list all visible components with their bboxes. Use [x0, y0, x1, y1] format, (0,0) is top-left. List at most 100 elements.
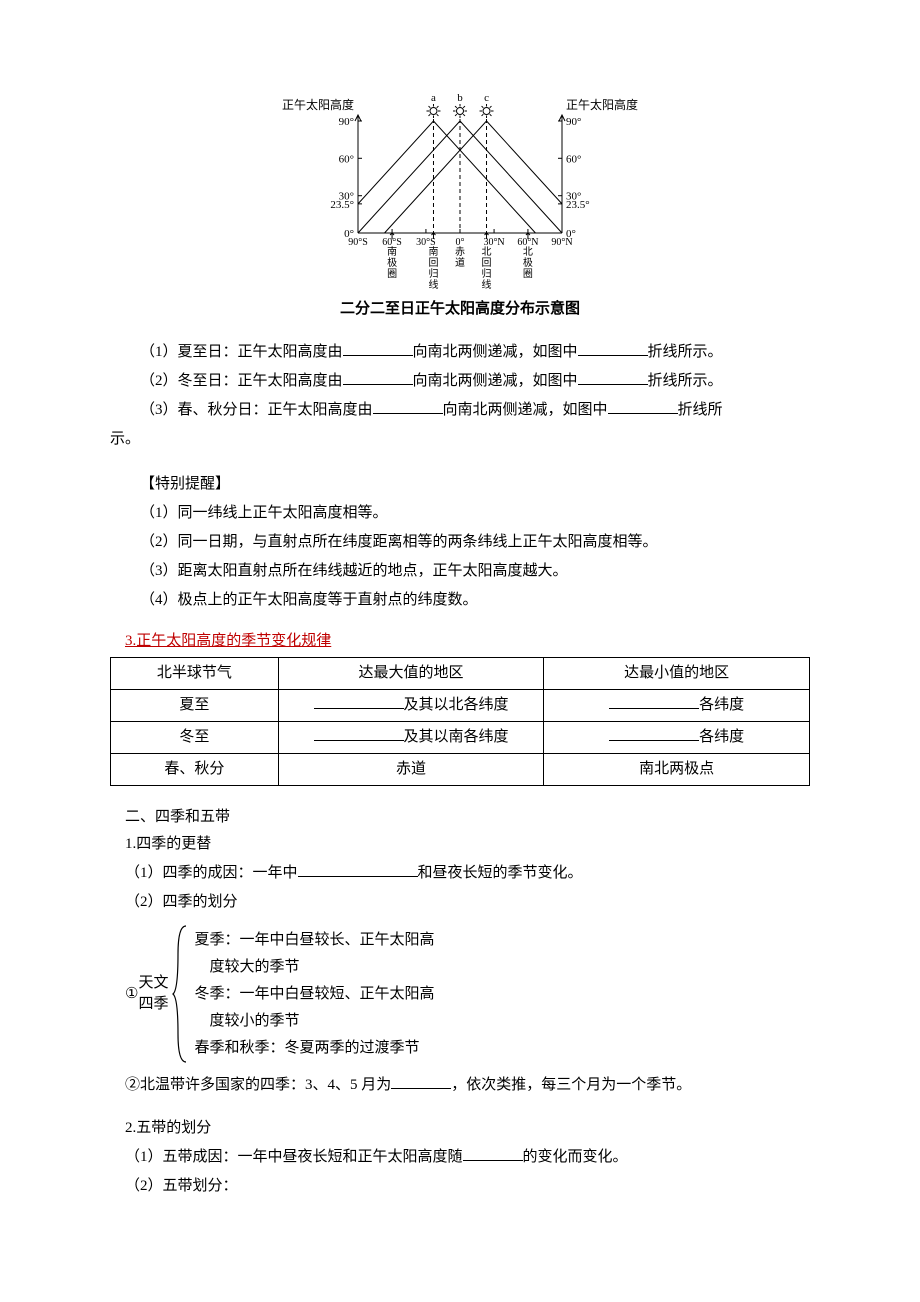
- cell: 赤道: [278, 754, 544, 786]
- text: （2）冬至日：正午太阳高度由: [140, 373, 343, 389]
- brace-content: 夏季：一年中白昼较长、正午太阳高 度较大的季节冬季：一年中白昼较短、正午太阳高 …: [194, 927, 434, 1062]
- cell: 各纬度: [544, 722, 810, 754]
- cell: 春、秋分: [111, 754, 279, 786]
- brace-icon: [172, 924, 188, 1064]
- s2-q2: （2）五带划分：: [110, 1173, 810, 1200]
- text: 的变化而变化。: [523, 1149, 628, 1165]
- s1-q3: ②北温带许多国家的四季：3、4、5 月为 ，依次类推，每三个月为一个季节。: [110, 1072, 810, 1099]
- text: 向南北两侧递减，如图中: [413, 344, 578, 360]
- s2-q1: （1）五带成因：一年中昼夜长短和正午太阳高度随 的变化而变化。: [110, 1144, 810, 1171]
- blank: [578, 369, 648, 385]
- text: ，依次类推，每三个月为一个季节。: [451, 1077, 691, 1093]
- table-header: 达最小值的地区: [544, 658, 810, 690]
- cell: 及其以南各纬度: [278, 722, 544, 754]
- svg-text:南: 南: [428, 245, 438, 258]
- blank: [578, 340, 648, 356]
- svg-text:60°: 60°: [566, 153, 581, 165]
- table-row: 冬至及其以南各纬度各纬度: [111, 722, 810, 754]
- svg-text:极: 极: [387, 256, 397, 269]
- tips-section: 【特别提醒】 （1）同一纬线上正午太阳高度相等。（2）同一日期，与直射点所在纬度…: [110, 471, 810, 614]
- svg-text:归: 归: [482, 267, 492, 280]
- svg-text:回: 回: [428, 257, 438, 269]
- brace-prefix: ①: [125, 981, 138, 1008]
- blank: [373, 398, 443, 414]
- text: （3）春、秋分日：正午太阳高度由: [140, 402, 373, 418]
- svg-text:90°: 90°: [566, 116, 581, 128]
- svg-text:道: 道: [455, 256, 465, 269]
- svg-text:23.5°: 23.5°: [566, 199, 590, 211]
- text: （1）夏至日：正午太阳高度由: [140, 344, 343, 360]
- svg-text:极: 极: [523, 256, 533, 269]
- text: 天文: [138, 973, 168, 994]
- text: （1）四季的成因：一年中: [125, 865, 298, 881]
- text: 向南北两侧递减，如图中: [413, 373, 578, 389]
- s2-title: 2.五带的划分: [110, 1115, 810, 1142]
- svg-text:90°N: 90°N: [551, 237, 572, 248]
- svg-text:30°N: 30°N: [483, 237, 504, 248]
- s1-title: 1.四季的更替: [110, 831, 810, 858]
- blank: [343, 340, 413, 356]
- blank: [298, 861, 418, 877]
- blank: [609, 693, 699, 709]
- text: 和昼夜长短的季节变化。: [418, 865, 583, 881]
- seasonal-table: 北半球节气达最大值的地区达最小值的地区夏至及其以北各纬度各纬度冬至及其以南各纬度…: [110, 657, 810, 786]
- text: （1）五带成因：一年中昼夜长短和正午太阳高度随: [125, 1149, 463, 1165]
- svg-text:a: a: [431, 92, 436, 104]
- brace-label: 天文 四季: [138, 973, 168, 1015]
- svg-text:c: c: [484, 92, 489, 104]
- svg-text:北: 北: [523, 246, 533, 258]
- q3-tail: 示。: [110, 426, 810, 453]
- svg-text:回: 回: [482, 257, 492, 269]
- table-header: 达最大值的地区: [278, 658, 544, 690]
- text: 向南北两侧递减，如图中: [443, 402, 608, 418]
- blank: [314, 725, 404, 741]
- section-2: 二、四季和五带 1.四季的更替 （1）四季的成因：一年中和昼夜长短的季节变化。 …: [110, 804, 810, 1200]
- svg-text:90°S: 90°S: [348, 237, 368, 248]
- svg-text:正午太阳高度: 正午太阳高度: [566, 97, 638, 112]
- blank: [391, 1073, 451, 1089]
- text: ②北温带许多国家的四季：3、4、5 月为: [125, 1077, 391, 1093]
- cell: 南北两极点: [544, 754, 810, 786]
- brace-line: 冬季：一年中白昼较短、正午太阳高: [194, 981, 434, 1008]
- svg-text:南: 南: [387, 245, 397, 258]
- cell: 冬至: [111, 722, 279, 754]
- svg-text:圈: 圈: [387, 268, 397, 280]
- blank: [343, 369, 413, 385]
- tip-item: （3）距离太阳直射点所在纬线越近的地点，正午太阳高度越大。: [110, 558, 810, 585]
- sec2-title: 二、四季和五带: [110, 804, 810, 831]
- brace-line: 春季和秋季：冬夏两季的过渡季节: [194, 1035, 434, 1062]
- s1-q2: （2）四季的划分: [110, 889, 810, 916]
- svg-text:23.5°: 23.5°: [330, 199, 354, 211]
- blank: [609, 725, 699, 741]
- tip-item: （4）极点上的正午太阳高度等于直射点的纬度数。: [110, 587, 810, 614]
- brace-line: 夏季：一年中白昼较长、正午太阳高: [194, 927, 434, 954]
- svg-text:归: 归: [428, 267, 438, 280]
- svg-text:线: 线: [482, 278, 492, 290]
- cell: 及其以北各纬度: [278, 690, 544, 722]
- blank: [608, 398, 678, 414]
- text: 四季: [138, 994, 168, 1015]
- q3: （3）春、秋分日：正午太阳高度由 向南北两侧递减，如图中 折线所: [110, 397, 810, 424]
- brace-block: ① 天文 四季 夏季：一年中白昼较长、正午太阳高 度较大的季节冬季：一年中白昼较…: [125, 924, 810, 1064]
- tip-item: （1）同一纬线上正午太阳高度相等。: [110, 500, 810, 527]
- q1: （1）夏至日：正午太阳高度由 向南北两侧递减，如图中 折线所示。: [110, 339, 810, 366]
- tips-title: 【特别提醒】: [110, 471, 810, 498]
- cell: 各纬度: [544, 690, 810, 722]
- text: 折线所示。: [648, 344, 723, 360]
- svg-text:正午太阳高度: 正午太阳高度: [282, 97, 354, 112]
- svg-text:赤: 赤: [455, 246, 465, 258]
- text: 折线所: [678, 402, 723, 418]
- text: 折线所示。: [648, 373, 723, 389]
- svg-text:线: 线: [428, 278, 438, 290]
- table-row: 夏至及其以北各纬度各纬度: [111, 690, 810, 722]
- noon-altitude-diagram: 90°90°60°60°30°30°23.5°23.5°0°0°正午太阳高度正午…: [270, 80, 650, 290]
- s1-q1: （1）四季的成因：一年中 和昼夜长短的季节变化。: [110, 860, 810, 887]
- svg-text:90°: 90°: [339, 116, 354, 128]
- q2: （2）冬至日：正午太阳高度由 向南北两侧递减，如图中 折线所示。: [110, 368, 810, 395]
- svg-text:60°: 60°: [339, 153, 354, 165]
- table-row: 春、秋分赤道南北两极点: [111, 754, 810, 786]
- table-header: 北半球节气: [111, 658, 279, 690]
- blank: [314, 693, 404, 709]
- tip-item: （2）同一日期，与直射点所在纬度距离相等的两条纬线上正午太阳高度相等。: [110, 529, 810, 556]
- brace-line: 度较小的季节: [194, 1008, 434, 1035]
